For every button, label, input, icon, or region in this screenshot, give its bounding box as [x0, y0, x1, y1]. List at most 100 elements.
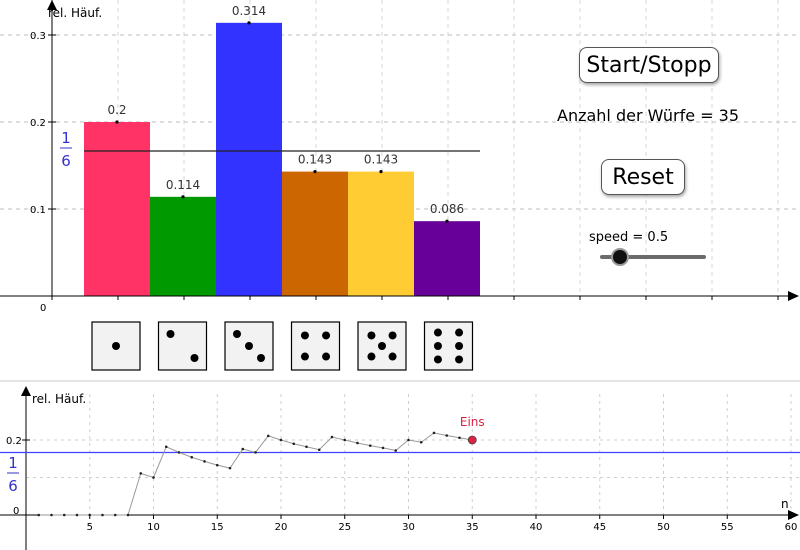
bar-value-label: 0.2	[107, 103, 126, 117]
origin-label: 0	[40, 303, 46, 314]
series: Eins	[0, 415, 800, 517]
series-point	[407, 438, 410, 442]
x-tick-label: 30	[402, 522, 415, 533]
reference-fraction-label: 1 6	[60, 129, 72, 170]
x-tick-label: 25	[338, 522, 351, 533]
die-pip	[190, 354, 199, 362]
bar-value-label: 0.086	[430, 202, 464, 216]
highlight-point-label: Eins	[460, 415, 485, 429]
y-axis-arrow	[47, 0, 57, 10]
reference-fraction-label: 1 6	[7, 454, 19, 495]
series-point	[113, 513, 117, 517]
x-axis-arrow	[788, 510, 799, 520]
die-pip	[257, 354, 265, 362]
y-tick-label: 0.2	[30, 118, 46, 129]
die-face-2	[157, 321, 208, 371]
x-axis-arrow	[788, 291, 799, 301]
speed-label: speed = 0.5	[589, 230, 669, 245]
slider-track	[600, 255, 706, 259]
dice-row	[91, 321, 474, 371]
die-pip	[367, 352, 376, 361]
die-pip	[455, 355, 464, 364]
x-tick-label: 35	[466, 522, 479, 533]
series-point	[152, 476, 155, 479]
y-tick-label: 0.2	[6, 436, 22, 447]
panel-separator	[0, 380, 800, 382]
series-point	[330, 435, 334, 439]
die-pip	[166, 330, 175, 338]
series-point	[381, 446, 385, 450]
die-face-4	[290, 321, 341, 371]
x-tick-label: 15	[211, 522, 224, 533]
speed-slider[interactable]	[600, 250, 706, 264]
throw-count-label: Anzahl der Würfe = 35	[557, 106, 740, 125]
die-pip	[388, 331, 397, 340]
die-pip	[367, 331, 376, 340]
bar-top-point	[445, 219, 449, 223]
series-point	[190, 455, 194, 459]
series-point	[432, 431, 436, 435]
x-tick-label: 10	[147, 522, 160, 533]
series-point	[139, 472, 143, 475]
series-point	[356, 441, 359, 445]
series-point	[50, 513, 53, 517]
die-pip	[300, 352, 309, 361]
bars: 0.2 0.114 0.314 0.143 0.143 0.086	[84, 4, 480, 296]
bar-value-label: 0.114	[166, 178, 200, 192]
die-pip	[233, 330, 241, 338]
x-tick-label: 20	[275, 522, 288, 533]
y-axis-arrow	[21, 386, 31, 396]
die-pip	[455, 342, 464, 350]
bar-6	[414, 221, 480, 296]
x-tick-label: 45	[593, 522, 606, 533]
bar-1	[84, 122, 150, 296]
die-pip	[245, 342, 253, 350]
series-point	[279, 438, 283, 442]
series-point	[101, 513, 104, 517]
series-point	[254, 451, 257, 454]
series-point	[343, 438, 347, 442]
series-point	[368, 444, 372, 447]
bar-top-point	[247, 21, 251, 25]
series-point	[394, 449, 398, 452]
y-tick-label: 0.3	[30, 31, 46, 42]
series-point	[177, 451, 181, 454]
slider-knob[interactable]	[613, 250, 628, 264]
die-pip	[300, 331, 309, 340]
series-point	[317, 448, 321, 452]
die-pip	[433, 328, 442, 337]
series-point	[228, 466, 232, 470]
die-pip	[388, 352, 397, 361]
fraction-denominator: 6	[8, 477, 18, 495]
series-point	[164, 445, 168, 449]
x-tick-label: 40	[530, 522, 543, 533]
x-tick-label: 5	[87, 522, 93, 533]
bar-value-label: 0.314	[232, 4, 266, 18]
series-point	[305, 445, 308, 449]
x-tick-label: 55	[721, 522, 734, 533]
die-pip	[322, 352, 331, 361]
x-tick-label: 60	[785, 522, 798, 533]
bar-5	[348, 171, 414, 296]
series-point	[266, 434, 270, 438]
series-point	[126, 513, 130, 517]
reset-button[interactable]: Reset	[601, 159, 685, 195]
die-pip	[433, 355, 442, 364]
x-axis-label: n	[781, 497, 789, 511]
series-point	[241, 447, 245, 451]
relative-frequency-line-chart: 5 10 15 20 25 30 35 40 45 50 55 600.2 Eins rel. Häu…	[0, 380, 800, 550]
series-point	[292, 442, 296, 446]
fraction-denominator: 6	[61, 152, 71, 170]
start-stop-button[interactable]: Start/Stopp	[579, 47, 719, 83]
die-pip	[455, 328, 464, 337]
fraction-numerator: 1	[8, 454, 18, 472]
die-pip	[112, 342, 120, 350]
series-point	[419, 440, 423, 444]
series-point	[37, 513, 41, 517]
series-point	[215, 463, 219, 467]
die-pip	[433, 342, 442, 350]
bar-top-point	[379, 169, 383, 174]
series-point	[445, 434, 449, 437]
series-point	[88, 513, 92, 517]
y-tick-label: 0.1	[30, 205, 46, 216]
